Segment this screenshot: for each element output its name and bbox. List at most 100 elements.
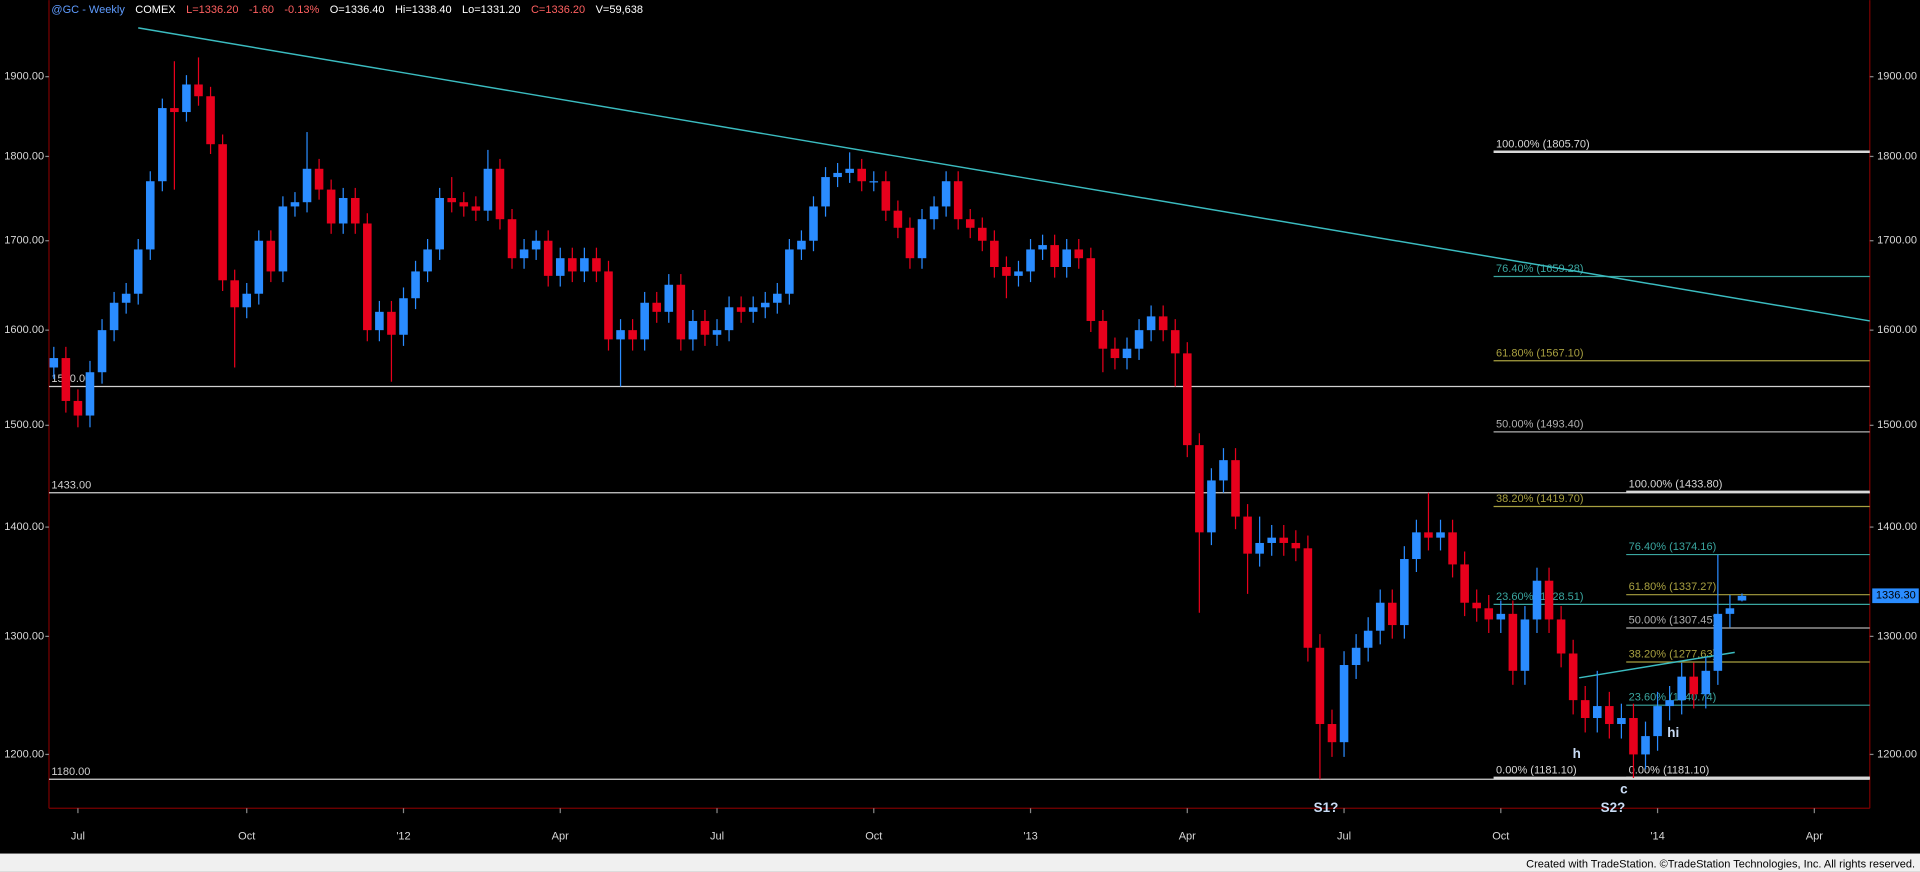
candle-body xyxy=(49,358,59,368)
trendline xyxy=(1579,651,1735,679)
candle-body xyxy=(314,168,324,190)
candle-body xyxy=(1653,706,1662,737)
candle-body xyxy=(1255,542,1264,554)
fib-label: 61.80% (1567.10) xyxy=(1496,347,1584,359)
x-tick-label: Jul xyxy=(1337,830,1351,842)
candle-body xyxy=(929,206,939,220)
candle-body xyxy=(1460,564,1469,603)
annotation: hi xyxy=(1667,725,1679,740)
y-tick-label: 1300.00 xyxy=(4,630,44,642)
quote-field: Hi=1338.40 xyxy=(395,4,452,16)
candle-body xyxy=(1737,595,1747,601)
candle-body xyxy=(1508,613,1518,671)
candle-body xyxy=(1291,542,1301,549)
y-tick-label: 1200.00 xyxy=(4,748,44,760)
footer: Created with TradeStation. ©TradeStation… xyxy=(1526,858,1915,870)
quote-field: L=1336.20 xyxy=(186,4,238,16)
y-tick-label: 1800.00 xyxy=(1877,150,1917,162)
candle-body xyxy=(1375,602,1385,631)
candle-body xyxy=(302,168,312,203)
level-label: 1180.00 xyxy=(51,766,90,778)
y-tick-label: 1900.00 xyxy=(4,71,44,83)
candle-body xyxy=(869,181,879,183)
candle-body xyxy=(363,223,372,331)
fib-label: 76.40% (1659.28) xyxy=(1496,263,1584,275)
candle-body xyxy=(1544,580,1554,620)
candle-body xyxy=(1677,676,1686,701)
candle-body xyxy=(1195,445,1204,533)
candle-body xyxy=(1629,718,1638,755)
candle-body xyxy=(1641,736,1650,755)
fib-label: 38.20% (1277.63) xyxy=(1629,649,1717,661)
fib-label: 100.00% (1433.80) xyxy=(1629,478,1723,490)
y-tick-label: 1400.00 xyxy=(4,521,44,533)
candle-body xyxy=(1605,706,1614,725)
candle-body xyxy=(399,298,408,335)
candle-body xyxy=(1424,532,1433,538)
fib-label: 100.00% (1805.70) xyxy=(1496,138,1590,150)
candle-body xyxy=(242,293,252,308)
candle-body xyxy=(1580,700,1590,719)
candle-body xyxy=(97,330,107,373)
candle-body xyxy=(1351,647,1361,666)
candle-body xyxy=(1014,271,1023,276)
annotation: S1? xyxy=(1314,800,1339,815)
candle-body xyxy=(61,358,71,401)
candle-body xyxy=(1267,537,1276,543)
candle-body xyxy=(1532,580,1542,620)
fib-label: 38.20% (1419.70) xyxy=(1496,493,1584,505)
annotation: S2? xyxy=(1601,800,1626,815)
candle-body xyxy=(652,302,662,312)
level-label: 1540.00 xyxy=(51,373,91,385)
candle-body xyxy=(471,206,481,211)
candle-body xyxy=(278,206,288,272)
candle-body xyxy=(483,168,493,211)
candle-body xyxy=(85,372,95,416)
candle-body xyxy=(1170,330,1180,354)
candle-body xyxy=(857,168,867,182)
y-tick-label: 1500.00 xyxy=(1877,419,1917,431)
candle-body xyxy=(1315,647,1325,725)
candle-body xyxy=(350,197,360,224)
candle-body xyxy=(1725,608,1735,614)
candle-body xyxy=(411,271,420,299)
exchange: COMEX xyxy=(135,4,176,16)
candle-body xyxy=(338,197,348,224)
candle-body xyxy=(965,219,975,228)
candle-body xyxy=(1134,330,1144,349)
candle-body xyxy=(580,258,589,272)
candle-body xyxy=(664,284,674,312)
candle-body xyxy=(568,258,577,272)
candle-body xyxy=(917,219,927,259)
candle-body xyxy=(797,240,806,250)
last-price-label: 1336.30 xyxy=(1876,590,1916,602)
candle-body xyxy=(748,307,758,312)
candle-body xyxy=(555,258,565,276)
candle-body xyxy=(1062,249,1071,267)
fib-label: 76.40% (1374.16) xyxy=(1629,541,1717,553)
annotation: c xyxy=(1620,781,1628,796)
candle-body xyxy=(845,168,854,173)
candle-body xyxy=(1713,613,1723,671)
candle-body xyxy=(507,219,517,259)
quote-field: C=1336.20 xyxy=(531,4,585,16)
candle-body xyxy=(1701,670,1711,695)
candle-body xyxy=(1592,706,1602,719)
level-label: 1433.00 xyxy=(51,479,91,491)
quote-field: Lo=1331.20 xyxy=(462,4,521,16)
candle-body xyxy=(133,249,143,294)
candle-body xyxy=(1496,613,1506,620)
candle-body xyxy=(182,84,191,113)
candle-body xyxy=(1568,653,1578,701)
candle-body xyxy=(266,240,276,272)
candle-body xyxy=(1110,348,1120,359)
candle-body xyxy=(1207,480,1216,533)
candle-body xyxy=(724,307,734,331)
y-tick-label: 1600.00 xyxy=(4,324,44,336)
candle-body xyxy=(1243,516,1252,554)
candle-body xyxy=(1689,676,1699,695)
y-tick-label: 1600.00 xyxy=(1877,324,1917,336)
symbol: @GC - Weekly xyxy=(51,4,125,16)
x-tick-label: '13 xyxy=(1023,830,1037,842)
candle-body xyxy=(109,302,119,331)
